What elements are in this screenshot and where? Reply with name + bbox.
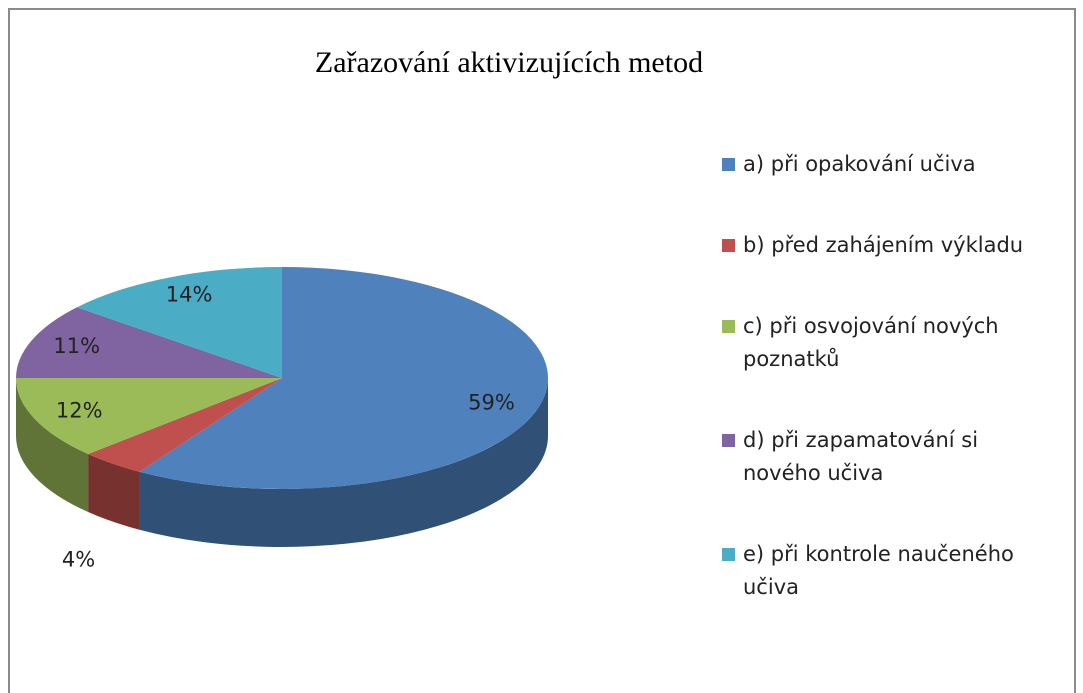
data-label: 4% bbox=[62, 548, 95, 572]
pie-slice bbox=[16, 307, 282, 378]
legend-swatch bbox=[722, 239, 735, 252]
legend-swatch bbox=[722, 434, 735, 447]
chart-frame bbox=[8, 8, 1076, 693]
data-label: 14% bbox=[166, 283, 213, 307]
legend-swatch bbox=[722, 548, 735, 561]
legend-item: a) při opakování učiva bbox=[722, 148, 1062, 181]
data-label: 59% bbox=[468, 390, 515, 414]
pie-slice bbox=[16, 378, 282, 454]
legend-item: b) před zahájením výkladu bbox=[722, 229, 1062, 262]
pie-slice bbox=[88, 378, 282, 472]
legend-label: e) při kontrole naučeného učiva bbox=[743, 542, 1014, 599]
legend-label: c) při osvojování nových poznatků bbox=[743, 314, 999, 371]
legend-item: d) při zapamatování si nového učiva bbox=[722, 424, 1062, 490]
pie-side bbox=[88, 453, 140, 530]
data-label: 11% bbox=[53, 334, 100, 358]
pie-side bbox=[139, 378, 548, 547]
legend: a) při opakování učiva b) před zahájením … bbox=[722, 148, 1062, 652]
data-label: 12% bbox=[56, 399, 103, 423]
chart-title: Zařazování aktivizujících metod bbox=[315, 46, 703, 79]
legend-item: c) při osvojování nových poznatků bbox=[722, 310, 1062, 376]
pie-slice bbox=[77, 267, 282, 378]
pie-side bbox=[16, 378, 89, 512]
legend-label: b) před zahájením výkladu bbox=[743, 233, 1024, 257]
pie-slice bbox=[139, 267, 548, 489]
legend-item: e) při kontrole naučeného učiva bbox=[722, 538, 1062, 604]
legend-label: a) při opakování učiva bbox=[743, 152, 976, 176]
pie-sides bbox=[16, 378, 548, 547]
legend-label: d) při zapamatování si nového učiva bbox=[743, 428, 979, 485]
legend-swatch bbox=[722, 320, 735, 333]
pie-tops bbox=[16, 267, 548, 489]
legend-swatch bbox=[722, 158, 735, 171]
